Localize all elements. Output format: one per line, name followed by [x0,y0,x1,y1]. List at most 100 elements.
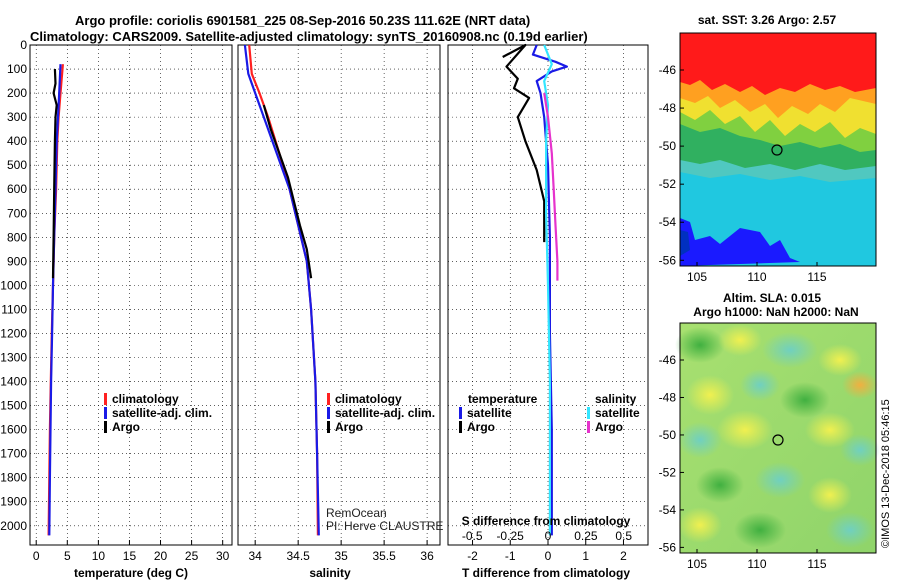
x-tick-label: 5 [64,549,71,563]
map-x-tick-label: 115 [807,270,826,284]
salinity-plot-frame [237,44,441,546]
sla-map-title-1: Altim. SLA: 0.015 [723,291,821,305]
series-line-argo [51,68,58,279]
legend-argo-marker [104,421,107,433]
map-x-tick-label: 115 [807,557,826,571]
map-y-tick-label: -50 [659,428,677,442]
x-tick-label: 0 [545,549,552,563]
series-line-t-argo [502,43,546,243]
x-tick-label: 1 [582,549,589,563]
legend-s-satellite-marker [587,407,590,419]
sst-map-frame [679,32,877,267]
temperature-plot-frame [29,44,233,546]
legend-salinity-title: salinity [595,392,637,406]
y-tick-label: 1300 [0,351,27,365]
legend-s-argo: Argo [595,420,623,434]
x-tick-label: 20 [154,549,168,563]
sal-legend-argo: Argo [335,420,363,434]
map-x-tick-label: 105 [687,557,707,571]
map-y-tick-label: -46 [659,63,677,77]
sla-argo-location-marker [772,434,784,446]
difference-legend: temperature satellite Argo salinity sate… [459,392,640,434]
map-y-tick-label: -46 [659,353,677,367]
legend-t-satellite: satellite [467,406,512,420]
legend-satellite: satellite-adj. clim. [112,406,212,420]
x-tick-label: 15 [123,549,137,563]
legend-t-argo: Argo [467,420,495,434]
map-y-tick-label: -56 [659,253,677,267]
y-tick-label: 400 [7,134,27,148]
y-tick-label: 1900 [0,495,27,509]
legend-temperature-title: temperature [468,392,538,406]
y-tick-label: 1400 [0,375,27,389]
legend-t-satellite-marker [459,407,462,419]
legend-s-satellite: satellite [595,406,640,420]
s-diff-tick-label: 0.5 [615,529,632,543]
x-tick-label: 36 [420,549,434,563]
sst-map-title: sat. SST: 3.26 Argo: 2.57 [698,13,837,27]
map-y-tick-label: -52 [659,177,677,191]
y-tick-label: 1100 [1,302,27,316]
y-tick-label: 1200 [0,326,27,340]
legend-climatology: climatology [112,392,179,406]
imos-credit: ©IMOS 13-Dec-2018 05:46:15 [880,399,892,548]
sla-map-title-2: Argo h1000: NaN h2000: NaN [693,305,858,319]
s-diff-tick-label: -0.5 [462,529,483,543]
sal-legend-climatology: climatology [335,392,402,406]
sst-argo-location-marker [771,144,783,156]
x-tick-label: 10 [92,549,106,563]
s-diff-tick-label: 0 [545,529,552,543]
sal-legend-satellite: satellite-adj. clim. [335,406,435,420]
x-tick-label: 34.5 [286,549,310,563]
map-y-tick-label: -48 [659,390,677,404]
sla-blobs [675,324,880,548]
y-tick-label: 900 [7,254,27,268]
difference-panel: -2 -1 0 1 2 -0.5 -0.25 0 0.25 0.5 S difference f… [447,43,649,580]
y-tick-label: 0 [20,38,27,52]
x-tick-label: 34 [249,549,263,563]
x-tick-label: 30 [216,549,230,563]
y-tick-label: 700 [7,206,27,220]
sla-map-panel: Altim. SLA: 0.015 Argo h1000: NaN h2000:… [659,291,892,571]
sst-darkblue-patch [680,230,690,256]
s-difference-label: S difference from climatology [462,514,631,528]
map-x-tick-label: 105 [687,270,707,284]
x-tick-label: 35.5 [372,549,396,563]
x-tick-label: 25 [185,549,199,563]
legend-climatology-marker [104,393,107,405]
sal-legend-climatology-marker [327,393,330,405]
y-tick-label: 1800 [0,471,27,485]
y-tick-label: 100 [7,62,27,76]
y-tick-label: 2000 [0,519,27,533]
sal-legend-argo-marker [327,421,330,433]
map-y-tick-label: -50 [659,139,677,153]
map-y-tick-label: -56 [659,540,677,554]
salinity-xlabel: salinity [309,566,351,580]
legend-s-argo-marker [587,421,590,433]
y-tick-label: 600 [7,182,27,196]
x-tick-label: 0 [33,549,40,563]
salinity-panel: 34 34.5 35 35.5 36 salinity climatology sate… [237,44,443,580]
map-x-tick-label: 110 [747,270,766,284]
y-tick-label: 1700 [0,447,27,461]
remocean-note: RemOcean [326,506,387,520]
legend-argo: Argo [112,420,140,434]
temperature-legend: climatology satellite-adj. clim. Argo [104,392,212,434]
y-tick-label: 300 [7,110,27,124]
temperature-panel: 0100200300400500600700800900100011001200… [0,38,233,580]
x-tick-label: -1 [505,549,516,563]
series-line-satellite-adj-clim- [243,44,320,536]
legend-satellite-marker [104,407,107,419]
map-y-tick-label: -54 [659,215,677,229]
map-y-tick-label: -48 [659,101,677,115]
pi-note: PI: Herve CLAUSTRE [326,519,443,533]
map-x-tick-label: 110 [747,557,766,571]
y-tick-label: 800 [7,230,27,244]
y-tick-label: 1600 [0,423,27,437]
y-tick-label: 500 [7,158,27,172]
x-tick-label: 2 [620,549,627,563]
sst-map-panel: sat. SST: 3.26 Argo: 2.57 -46 -48 -50 -52 -5… [659,13,877,284]
temperature-xlabel: temperature (deg C) [74,566,188,580]
s-diff-tick-label: -0.25 [496,529,524,543]
